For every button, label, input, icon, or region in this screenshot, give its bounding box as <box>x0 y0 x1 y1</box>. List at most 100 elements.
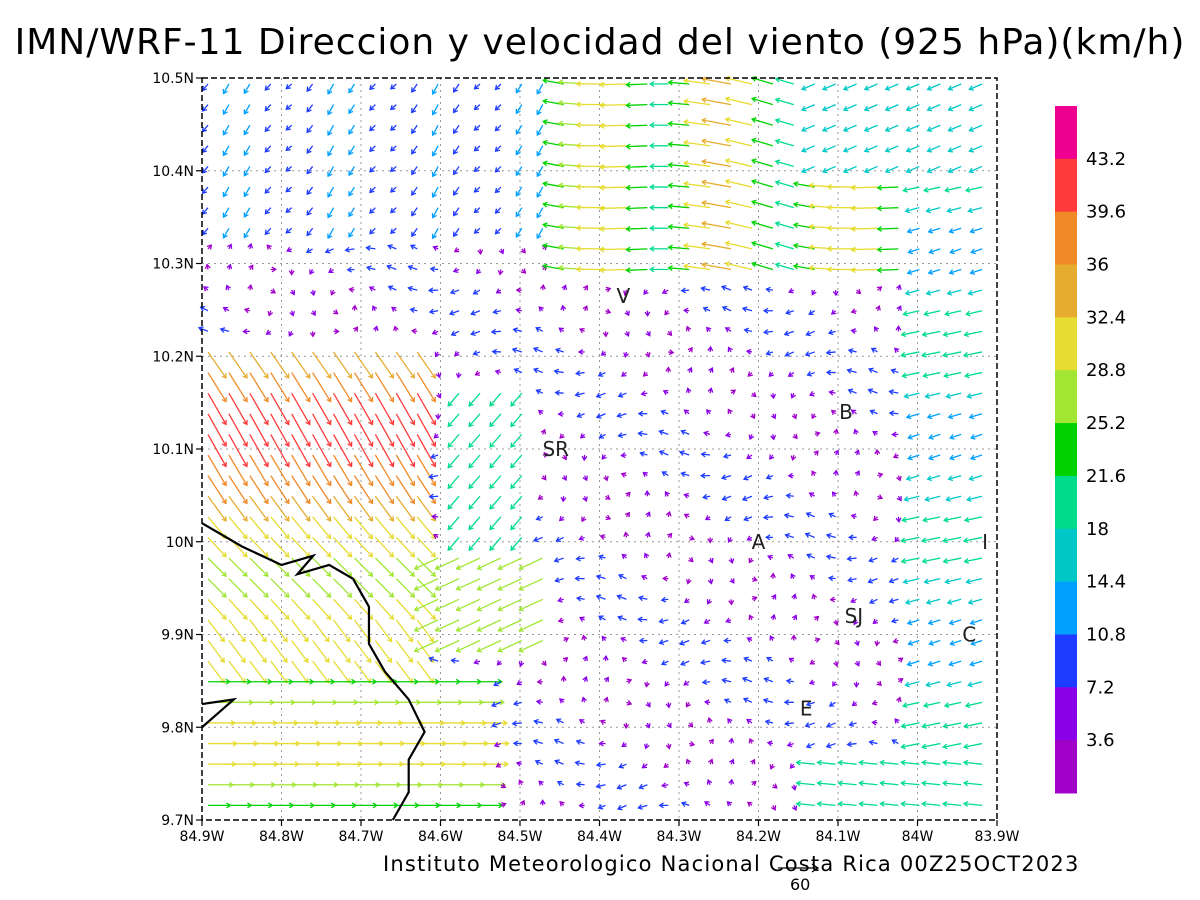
wind-vector <box>348 145 355 156</box>
wind-vector <box>374 660 393 684</box>
wind-vector <box>701 679 711 686</box>
wind-vector <box>792 433 798 440</box>
wind-vector <box>598 205 627 212</box>
wind-vector <box>943 516 962 523</box>
wind-vector <box>921 536 941 544</box>
wind-vector <box>312 802 337 809</box>
wind-vector <box>728 778 735 785</box>
wind-vector <box>729 578 735 584</box>
wind-vector <box>599 534 606 540</box>
wind-vector <box>222 227 230 239</box>
wind-vector <box>353 578 374 598</box>
wind-vector <box>582 305 588 312</box>
wind-vector <box>888 389 899 395</box>
wind-vector <box>720 285 732 291</box>
wind-vector <box>353 516 374 540</box>
wind-vector <box>770 613 777 621</box>
wind-vector <box>727 717 733 724</box>
wind-vector <box>494 207 502 214</box>
wind-vector <box>436 392 442 399</box>
wind-vector <box>724 516 732 522</box>
wind-vector <box>741 495 753 502</box>
wind-vector <box>348 166 355 177</box>
wind-vector <box>411 104 418 114</box>
wind-vector <box>900 780 920 787</box>
wind-vector <box>574 391 585 398</box>
wind-vector <box>541 475 547 481</box>
wind-vector <box>561 454 567 461</box>
wind-vector <box>532 367 543 374</box>
wind-vector <box>428 473 439 480</box>
wind-vector <box>790 454 797 462</box>
wind-vector <box>473 104 481 111</box>
wind-vector <box>869 409 878 415</box>
wind-vector <box>473 659 481 665</box>
wind-vector <box>858 759 878 766</box>
x-tick-label: 84.8W <box>259 829 304 845</box>
wind-vector <box>533 536 543 543</box>
wind-vector <box>850 225 878 232</box>
wind-vector <box>765 286 773 293</box>
wind-vector <box>228 454 248 487</box>
wind-vector <box>369 104 376 111</box>
wind-vector <box>626 678 633 684</box>
wind-vector <box>578 719 585 725</box>
wind-vector <box>491 348 501 355</box>
wind-vector <box>770 413 777 420</box>
wind-vector <box>438 802 462 809</box>
wind-vector <box>497 639 523 653</box>
wind-vector <box>701 241 732 250</box>
wind-vector <box>595 574 606 580</box>
wind-vector <box>658 429 669 436</box>
wind-vector <box>763 494 774 501</box>
wind-vector <box>948 227 962 234</box>
x-tick-label: 84.6W <box>418 829 463 845</box>
wind-vector <box>264 104 272 112</box>
wind-vector <box>563 637 570 643</box>
wind-vector <box>926 83 941 91</box>
wind-vector <box>621 656 628 663</box>
wind-vector <box>518 557 544 571</box>
wind-vector <box>416 351 436 379</box>
wind-vector <box>922 371 941 379</box>
wind-vector <box>207 454 227 487</box>
wind-vector <box>620 371 627 377</box>
wind-vector <box>328 267 334 273</box>
wind-vector <box>516 680 523 686</box>
wind-vector <box>270 537 290 558</box>
city-label: E <box>800 697 813 721</box>
wind-vector <box>926 145 941 153</box>
wind-vector <box>625 143 648 150</box>
wind-vector <box>452 267 460 273</box>
wind-vector <box>222 186 230 198</box>
wind-vector <box>665 552 672 559</box>
wind-vector <box>411 166 418 176</box>
wind-vector <box>207 619 225 643</box>
wind-vector <box>332 434 353 468</box>
wind-vector <box>770 434 777 441</box>
wind-vector <box>312 413 332 448</box>
wind-vector <box>431 329 439 335</box>
grid-lines <box>202 78 997 820</box>
wind-vector <box>312 537 332 558</box>
wind-vector <box>431 207 439 219</box>
x-axis-ticks: 84.9W 84.8W 84.7W 84.6W 84.5W 84.4W 84.3W 84.2W… <box>179 820 1020 845</box>
wind-vector <box>896 696 902 703</box>
wind-vector <box>900 330 920 338</box>
wind-vector <box>375 699 401 706</box>
wind-vector <box>867 578 878 584</box>
wind-vector <box>285 186 293 193</box>
wind-vector <box>542 451 549 458</box>
wind-vector <box>901 701 920 709</box>
wind-vector <box>228 413 248 448</box>
wind-vector <box>786 741 794 748</box>
wind-vector <box>967 207 983 214</box>
wind-vector <box>947 165 962 174</box>
wind-vector <box>449 288 460 295</box>
wind-vector <box>333 640 351 664</box>
wind-vector <box>459 802 483 809</box>
wind-vector <box>720 474 732 481</box>
wind-vector <box>312 699 338 706</box>
wind-vector <box>742 475 753 481</box>
wind-vector <box>903 495 920 502</box>
